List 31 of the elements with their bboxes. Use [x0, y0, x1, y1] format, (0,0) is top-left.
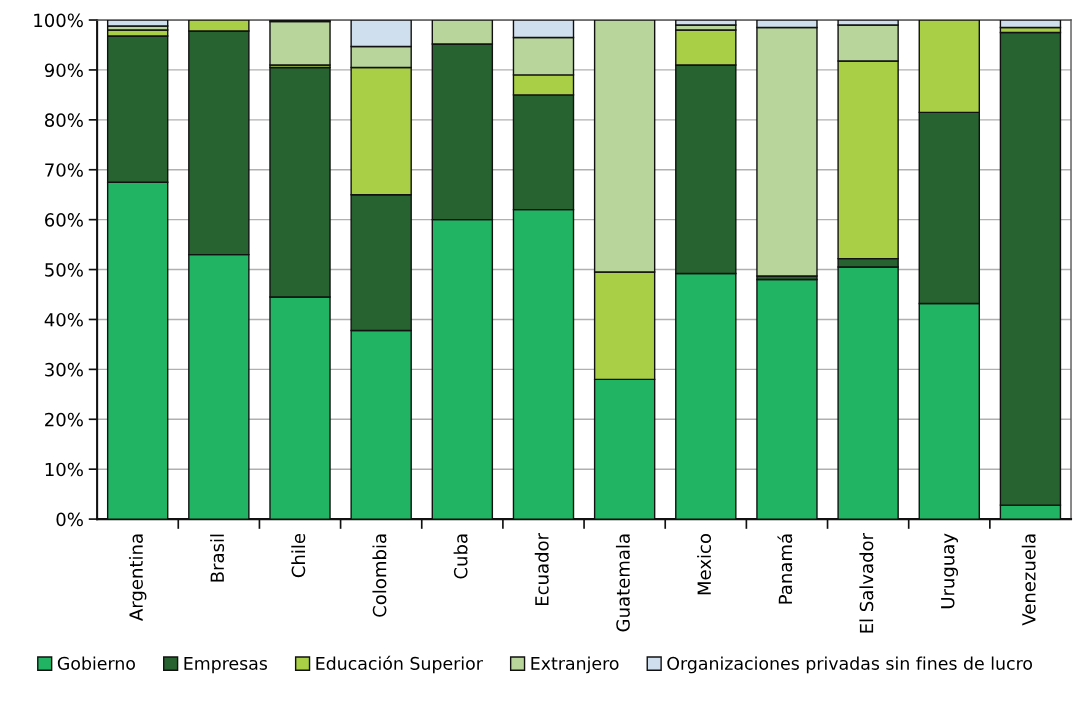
y-tick-label: 100% — [34, 13, 83, 28]
x-tick-label: Mexico — [697, 533, 712, 595]
x-tick-label: Uruguay — [941, 533, 959, 609]
x-tick-label: Guatemala — [615, 534, 630, 632]
y-tick-label: 10% — [45, 462, 83, 477]
bar — [269, 20, 331, 66]
x-tick-label: Cuba — [453, 534, 468, 579]
y-tick-label: 20% — [45, 412, 83, 427]
y-tick-label: 80% — [45, 113, 83, 127]
x-tick-label: Panamá — [777, 534, 793, 604]
x-tick-label: Ecuador — [534, 532, 549, 605]
y-tick-label: 0% — [56, 512, 83, 527]
x-tick-label: Venezuela — [1021, 534, 1036, 626]
bar — [999, 20, 1062, 29]
y-tick-label: 30% — [45, 362, 83, 377]
legend-label: Organizaciones privadas sin fines de lucro — [667, 656, 1033, 674]
y-tick-label: 90% — [44, 63, 83, 78]
x-tick-label: El Salvador — [859, 532, 874, 633]
x-tick-label: Argentina — [128, 534, 147, 621]
x-tick-label: Colombia — [372, 534, 387, 617]
legend-label: Empresas — [184, 657, 268, 674]
legend-label: Educación Superior — [316, 655, 483, 674]
y-tick-label: 40% — [44, 312, 83, 327]
x-tick-label: Chile — [291, 533, 306, 578]
y-tick-label: 60% — [45, 213, 83, 227]
bar — [106, 20, 169, 27]
legend-label: Gobierno — [57, 656, 135, 670]
y-tick-label: 50% — [45, 263, 83, 277]
y-tick-label: 70% — [45, 163, 83, 177]
x-tick-label: Brasil — [210, 534, 225, 582]
legend-label: Extranjero — [531, 656, 619, 674]
